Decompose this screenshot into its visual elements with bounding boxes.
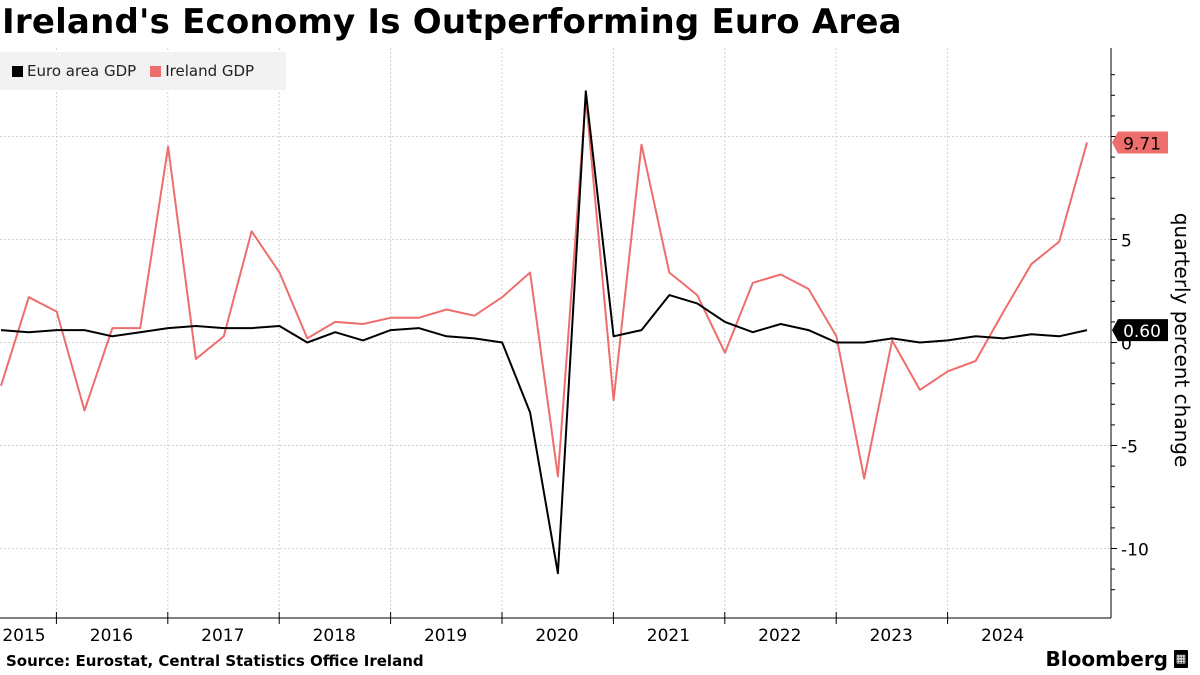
end-value-tag-ireland (1112, 131, 1168, 154)
x-tick-label: 2022 (758, 626, 801, 646)
bloomberg-terminal-icon: ▦ (1174, 650, 1188, 668)
legend-swatch-ireland (150, 65, 162, 77)
x-tick-label: 2024 (981, 626, 1024, 646)
legend-item-ireland[interactable]: Ireland GDP (150, 62, 254, 80)
legend-swatch-euro (12, 65, 23, 77)
x-tick-label: 2015 (2, 626, 45, 646)
y-tick-label: -10 (1121, 541, 1149, 561)
x-tick-label: 2016 (90, 626, 133, 646)
x-tick-label: 2021 (647, 626, 690, 646)
legend-label-ireland: Ireland GDP (165, 62, 255, 80)
x-tick-label: 2017 (201, 626, 244, 646)
end-value-tag-euro (1112, 319, 1168, 342)
legend-label-euro: Euro area GDP (27, 62, 137, 80)
y-axis-label: quarterly percent change (1170, 212, 1194, 468)
y-tick-label: -5 (1121, 438, 1138, 458)
x-tick-label: 2019 (424, 626, 467, 646)
y-tick-label: 0 (1121, 335, 1132, 355)
legend-item-euro[interactable]: Euro area GDP (12, 62, 136, 80)
series-line-euro (0, 90, 1088, 575)
legend: Euro area GDP Ireland GDP (0, 52, 286, 90)
end-value-label-ireland: 9.71 (1123, 134, 1161, 154)
brand-name: Bloomberg (1045, 647, 1168, 671)
end-value-label-euro: 0.60 (1123, 322, 1161, 342)
series-line-ireland (0, 96, 1088, 480)
x-tick-label: 2023 (870, 626, 913, 646)
x-tick-label: 2020 (535, 626, 578, 646)
brand-logo: Bloomberg ▦ (1046, 647, 1188, 671)
source-note: Source: Eurostat, Central Statistics Off… (6, 652, 424, 670)
y-tick-label: 5 (1121, 232, 1132, 252)
x-tick-label: 2018 (313, 626, 356, 646)
chart-title: Ireland's Economy Is Outperforming Euro … (2, 2, 902, 42)
